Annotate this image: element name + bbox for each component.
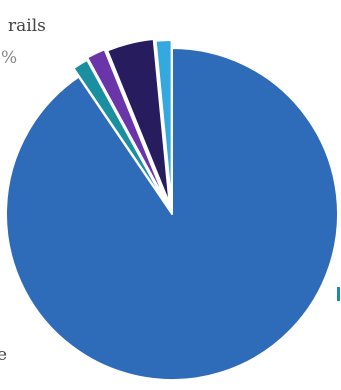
pie-slice-4	[106, 38, 171, 206]
pie-slice-3	[86, 48, 168, 205]
partial-label-percent: %	[1, 48, 17, 68]
partial-label-e: e	[0, 345, 7, 365]
pie-slice-5	[154, 39, 173, 208]
partial-label-rails: rails	[8, 16, 46, 36]
pie-slices	[5, 38, 339, 381]
partial-legend-marker	[337, 287, 340, 301]
pie-slice-2	[72, 58, 168, 207]
pie-slice-1	[5, 47, 339, 381]
